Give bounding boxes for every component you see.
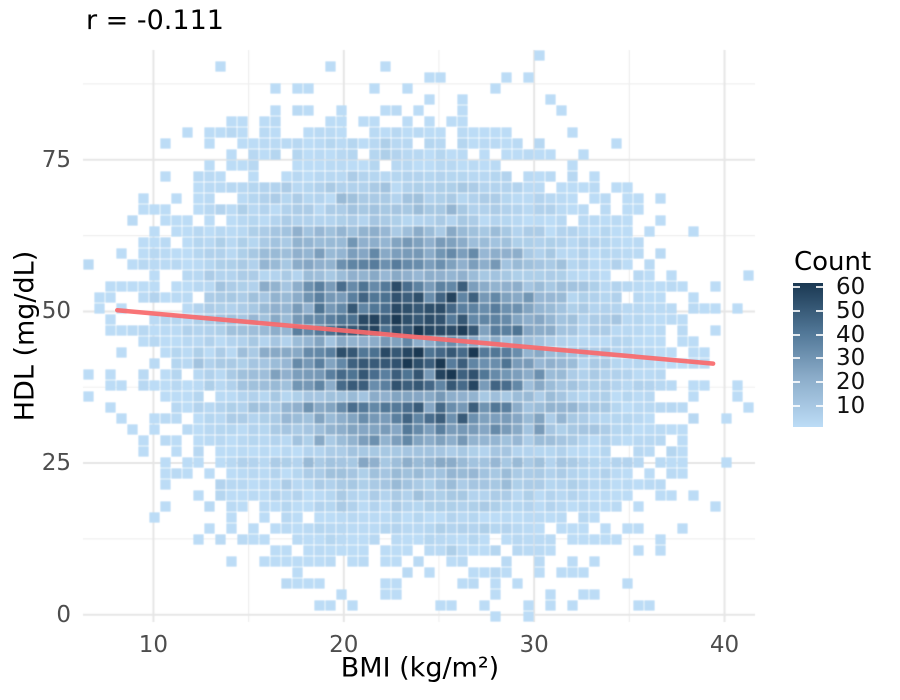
legend-tick-mark: [816, 333, 823, 336]
correlation-annotation: r = -0.111: [86, 5, 224, 36]
legend-title: Count: [794, 247, 872, 277]
legend-colorbar: [793, 283, 823, 427]
legend-tick-label: 30: [836, 345, 866, 372]
legend-tick-mark: [793, 309, 800, 312]
legend-tick-mark: [816, 309, 823, 312]
x-tick-label: 20: [329, 632, 359, 658]
legend-tick-label: 60: [836, 274, 866, 301]
x-tick-label: 10: [138, 632, 169, 658]
x-axis-title: BMI (kg/m²): [340, 652, 500, 684]
y-tick-label: 50: [41, 298, 71, 325]
x-tick-label: 30: [519, 632, 549, 658]
legend-tick-label: 40: [836, 321, 866, 348]
legend-tick-mark: [793, 286, 800, 289]
legend-tick-mark: [793, 357, 800, 360]
legend-tick-mark: [816, 286, 823, 289]
y-axis-title: HDL (mg/dL): [9, 250, 41, 422]
legend-tick-mark: [816, 357, 823, 360]
x-tick-label: 40: [709, 632, 740, 658]
legend-tick-mark: [816, 381, 823, 384]
legend-tick-label: 20: [836, 369, 866, 396]
legend-tick-mark: [793, 333, 800, 336]
legend-tick-mark: [793, 381, 800, 384]
y-tick-label: 25: [41, 450, 71, 477]
legend-tick-label: 50: [836, 297, 866, 324]
legend-tick-mark: [793, 405, 800, 408]
legend-tick-label: 10: [836, 393, 866, 420]
y-tick-label: 0: [56, 601, 71, 628]
legend-tick-mark: [816, 405, 823, 408]
y-tick-label: 75: [41, 146, 71, 173]
